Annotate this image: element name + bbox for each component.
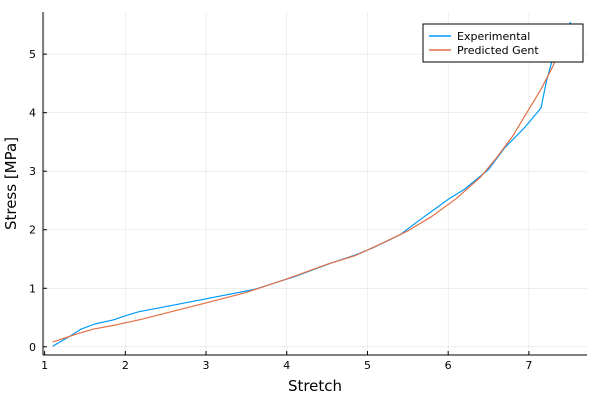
grid [43,12,587,355]
x-tick-label: 5 [364,359,371,372]
y-axis-label: Stress [MPa] [2,137,20,230]
series-line-experimental [52,21,572,347]
x-tick-label: 6 [445,359,452,372]
y-tick-label: 5 [29,48,36,61]
legend-entry-label: Experimental [457,30,530,43]
x-tick-label: 1 [41,359,48,372]
series-lines [52,21,572,347]
x-tick-label: 3 [203,359,210,372]
x-tick-label: 4 [283,359,290,372]
x-tick-label: 2 [122,359,129,372]
x-axis-label: Stretch [288,377,342,395]
legend-entry-label: Predicted Gent [457,44,539,57]
legend-box [422,23,584,63]
axes [42,12,587,356]
y-tick-label: 4 [29,107,36,120]
x-tick-label: 7 [525,359,532,372]
y-tick-label: 0 [29,341,36,354]
y-tick-label: 1 [29,282,36,295]
y-tick-label: 2 [29,224,36,237]
y-tick-label: 3 [29,165,36,178]
series-line-predicted-gent [52,29,569,343]
